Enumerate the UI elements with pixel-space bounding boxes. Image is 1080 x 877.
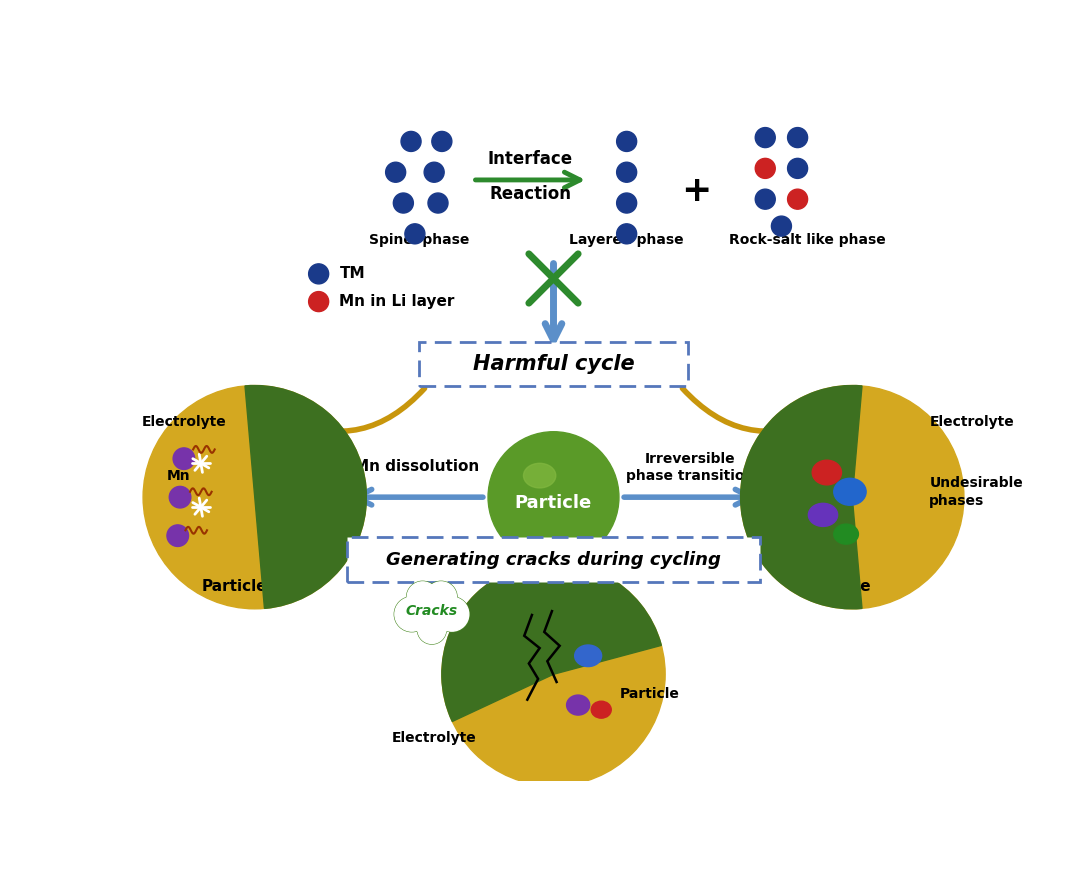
- Circle shape: [426, 581, 457, 613]
- Circle shape: [488, 431, 619, 563]
- Circle shape: [771, 216, 792, 236]
- Text: Electrolyte: Electrolyte: [929, 416, 1014, 430]
- Circle shape: [787, 159, 808, 178]
- Circle shape: [617, 132, 637, 152]
- Text: +: +: [680, 175, 711, 209]
- Circle shape: [386, 162, 406, 182]
- Circle shape: [407, 581, 438, 613]
- Ellipse shape: [575, 645, 602, 667]
- Text: Mn: Mn: [167, 469, 190, 483]
- Text: Irreversible: Irreversible: [645, 452, 735, 466]
- Ellipse shape: [567, 695, 590, 715]
- Text: Mn in Li layer: Mn in Li layer: [339, 294, 455, 309]
- Circle shape: [755, 189, 775, 210]
- Circle shape: [787, 127, 808, 147]
- Text: phase transition: phase transition: [626, 469, 755, 483]
- Wedge shape: [245, 386, 366, 609]
- FancyBboxPatch shape: [347, 538, 760, 581]
- Text: Particle: Particle: [806, 579, 872, 594]
- Text: Electrolyte: Electrolyte: [141, 416, 227, 430]
- Text: Undesirable
phases: Undesirable phases: [929, 475, 1023, 508]
- Circle shape: [170, 487, 191, 508]
- Circle shape: [617, 193, 637, 213]
- Text: Generating cracks during cycling: Generating cracks during cycling: [386, 551, 721, 568]
- Circle shape: [435, 597, 469, 631]
- Circle shape: [408, 589, 455, 636]
- Circle shape: [424, 162, 444, 182]
- Ellipse shape: [524, 463, 556, 488]
- Circle shape: [309, 291, 328, 311]
- Circle shape: [617, 224, 637, 244]
- Ellipse shape: [591, 702, 611, 718]
- Text: Cracks: Cracks: [406, 604, 458, 618]
- Circle shape: [405, 224, 424, 244]
- Text: Interface: Interface: [488, 150, 573, 168]
- Text: Mn dissolution: Mn dissolution: [354, 459, 480, 474]
- Circle shape: [167, 525, 189, 546]
- Text: Particle: Particle: [620, 688, 679, 702]
- Circle shape: [173, 448, 194, 469]
- Circle shape: [617, 162, 637, 182]
- Text: Particle: Particle: [515, 495, 592, 512]
- Text: Rock-salt like phase: Rock-salt like phase: [729, 233, 886, 247]
- Text: Spinel phase: Spinel phase: [368, 233, 469, 247]
- Circle shape: [741, 386, 964, 609]
- Circle shape: [755, 159, 775, 178]
- Circle shape: [393, 193, 414, 213]
- Circle shape: [143, 386, 366, 609]
- Circle shape: [432, 132, 451, 152]
- Ellipse shape: [834, 478, 866, 505]
- Circle shape: [787, 189, 808, 210]
- Text: Electrolyte: Electrolyte: [392, 731, 476, 745]
- Text: Layered phase: Layered phase: [569, 233, 684, 247]
- Text: Harmful cycle: Harmful cycle: [473, 354, 634, 374]
- Circle shape: [401, 132, 421, 152]
- Circle shape: [755, 127, 775, 147]
- Ellipse shape: [808, 503, 838, 526]
- Text: Reaction: Reaction: [489, 185, 571, 203]
- Wedge shape: [442, 563, 661, 722]
- Ellipse shape: [834, 524, 859, 544]
- Text: Particle: Particle: [201, 579, 267, 594]
- Circle shape: [395, 597, 429, 631]
- Circle shape: [418, 616, 446, 644]
- Text: TM: TM: [339, 267, 365, 282]
- Circle shape: [428, 193, 448, 213]
- Wedge shape: [741, 386, 862, 609]
- Circle shape: [309, 264, 328, 284]
- Circle shape: [442, 563, 665, 786]
- Ellipse shape: [812, 460, 841, 485]
- FancyBboxPatch shape: [419, 342, 688, 386]
